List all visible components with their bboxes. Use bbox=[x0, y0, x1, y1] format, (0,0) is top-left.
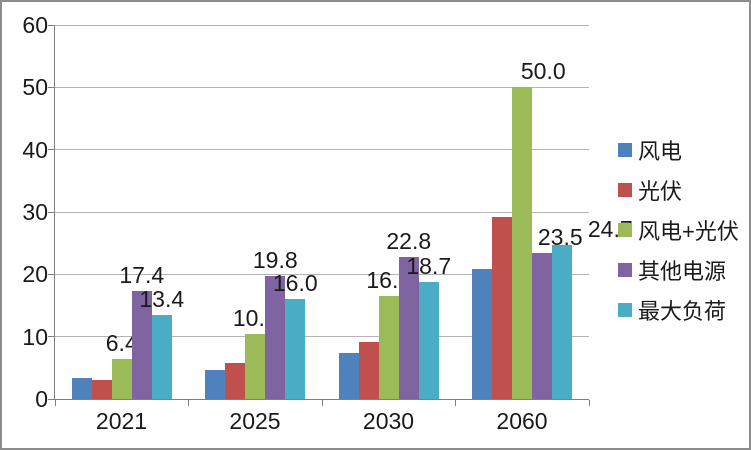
bar-风电-2030 bbox=[338, 352, 359, 399]
bar-风电-2025 bbox=[205, 369, 226, 399]
legend-item-风电+光伏: 风电+光伏 bbox=[618, 210, 739, 250]
bar-其他电源-2025 bbox=[265, 275, 286, 399]
legend-item-其他电源: 其他电源 bbox=[618, 250, 739, 290]
y-tick-label: 60 bbox=[22, 12, 48, 38]
y-tick-label: 30 bbox=[22, 199, 48, 225]
bar-最大负荷-2030 bbox=[418, 282, 439, 399]
legend-swatch-icon bbox=[618, 183, 632, 197]
x-tick-label: 2030 bbox=[362, 408, 415, 434]
bar-光伏-2030 bbox=[358, 341, 379, 399]
legend-label: 风电+光伏 bbox=[638, 219, 739, 244]
y-axis-tick bbox=[48, 86, 54, 88]
bar-最大负荷-2060 bbox=[552, 245, 573, 399]
y-axis-tick bbox=[48, 24, 54, 26]
x-tick-label: 2021 bbox=[95, 408, 148, 434]
y-tick-label: 50 bbox=[22, 74, 48, 101]
data-label: 13.4 bbox=[139, 286, 185, 313]
legend-label: 风电 bbox=[638, 139, 683, 164]
legend-label: 光伏 bbox=[638, 179, 683, 204]
gridline bbox=[55, 336, 589, 338]
data-label: 16.0 bbox=[272, 270, 318, 297]
x-axis-tick bbox=[455, 400, 456, 406]
x-tick-label: 2060 bbox=[496, 408, 548, 434]
bar-风电+光伏-2025 bbox=[245, 334, 266, 399]
data-label: 22.8 bbox=[386, 227, 432, 254]
bar-风电+光伏-2021 bbox=[111, 359, 132, 399]
x-tick-label: 2025 bbox=[229, 408, 281, 434]
y-tick-label: 20 bbox=[22, 261, 48, 288]
data-label: 50.0 bbox=[520, 58, 566, 85]
legend-swatch-icon bbox=[618, 303, 632, 317]
x-axis-line bbox=[49, 399, 589, 400]
y-tick-label: 40 bbox=[22, 136, 48, 163]
y-axis-tick bbox=[48, 398, 54, 400]
bar-光伏-2060 bbox=[492, 217, 513, 399]
legend-item-光伏: 光伏 bbox=[618, 170, 739, 210]
y-axis-tick bbox=[48, 149, 54, 151]
gridline bbox=[55, 24, 589, 26]
legend-swatch-icon bbox=[618, 263, 632, 277]
legend-item-风电: 风电 bbox=[618, 130, 739, 170]
y-tick-label: 10 bbox=[22, 323, 48, 350]
bar-其他电源-2030 bbox=[398, 256, 419, 399]
x-axis-tick bbox=[588, 400, 590, 406]
legend: 风电光伏风电+光伏其他电源最大负荷 bbox=[618, 130, 739, 330]
x-axis-tick bbox=[321, 400, 323, 406]
gridline bbox=[55, 273, 589, 275]
legend-item-最大负荷: 最大负荷 bbox=[618, 290, 739, 330]
bar-光伏-2025 bbox=[225, 363, 246, 399]
gridline bbox=[55, 86, 589, 88]
y-axis-tick bbox=[48, 336, 54, 338]
plot-area: 0 10 20 30 40 50 60 6.4 10.4 16.6 50.0 17.4 19.8 22.8… bbox=[22, 14, 632, 433]
gridline bbox=[55, 149, 589, 151]
bar-风电-2021 bbox=[71, 378, 92, 399]
bar-最大负荷-2021 bbox=[151, 315, 172, 399]
x-axis-tick bbox=[188, 400, 189, 406]
y-axis-tick bbox=[48, 211, 54, 213]
legend-swatch-icon bbox=[618, 143, 632, 157]
bar-其他电源-2060 bbox=[532, 252, 553, 399]
data-label: 17.4 bbox=[119, 261, 165, 288]
legend-swatch-icon bbox=[618, 223, 632, 237]
gridline bbox=[55, 211, 589, 213]
bar-风电-2060 bbox=[472, 269, 493, 399]
data-label: 23.5 bbox=[537, 223, 583, 250]
bar-风电+光伏-2060 bbox=[512, 87, 533, 399]
bar-风电+光伏-2030 bbox=[378, 295, 399, 399]
legend-label: 其他电源 bbox=[638, 259, 727, 284]
bar-其他电源-2021 bbox=[131, 290, 152, 399]
data-label: 19.8 bbox=[252, 246, 298, 273]
x-axis-tick bbox=[54, 400, 56, 406]
y-tick-label: 0 bbox=[35, 386, 48, 412]
y-axis-line bbox=[54, 25, 55, 399]
y-axis-tick bbox=[48, 273, 54, 275]
bar-最大负荷-2025 bbox=[285, 299, 306, 399]
data-label: 6.4 bbox=[105, 330, 138, 357]
bar-光伏-2021 bbox=[91, 379, 112, 399]
data-label: 18.7 bbox=[406, 253, 452, 280]
legend-label: 最大负荷 bbox=[638, 299, 727, 324]
